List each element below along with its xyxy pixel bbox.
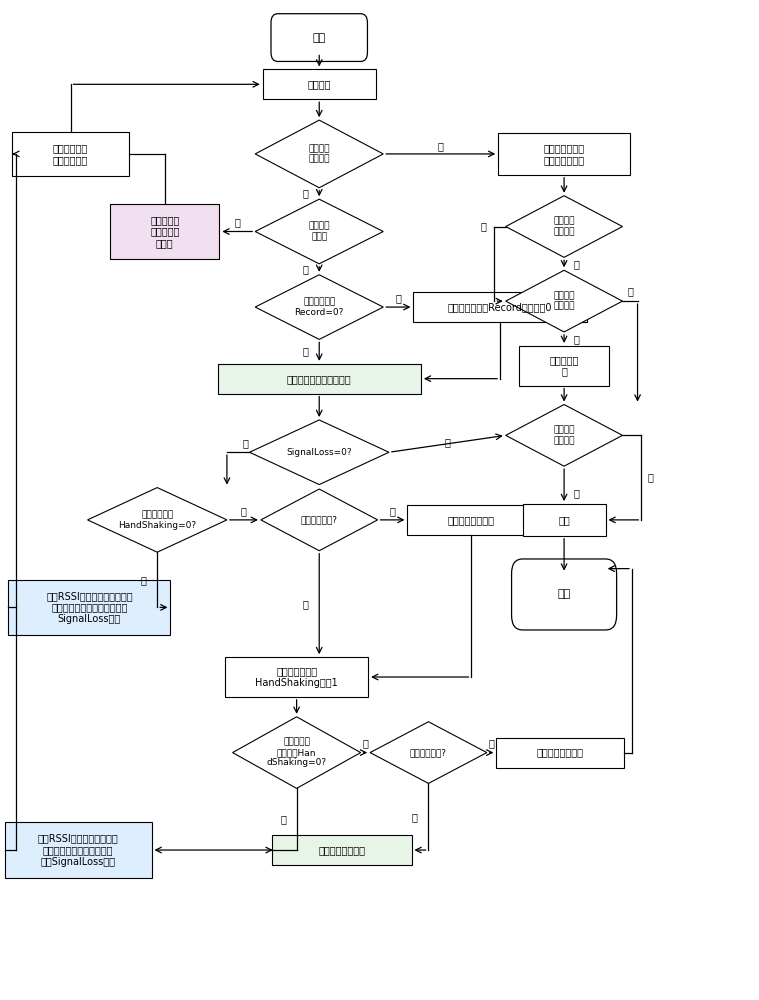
Text: 开始: 开始 bbox=[313, 33, 326, 43]
Text: 是: 是 bbox=[480, 222, 486, 232]
Text: 接收消息: 接收消息 bbox=[307, 79, 331, 89]
Text: 否: 否 bbox=[627, 286, 633, 296]
Bar bbox=[408, 505, 535, 535]
Text: 否: 否 bbox=[140, 575, 146, 585]
Bar bbox=[498, 133, 630, 175]
Text: 否: 否 bbox=[303, 264, 309, 274]
Text: 更新邻居节点列表: 更新邻居节点列表 bbox=[318, 845, 365, 855]
Text: 将分析列表中的Record字段置为0: 将分析列表中的Record字段置为0 bbox=[448, 302, 553, 312]
Text: 重发上次数据消息: 重发上次数据消息 bbox=[537, 748, 584, 758]
Text: 将数据消息发往汇聚节点: 将数据消息发往汇聚节点 bbox=[287, 374, 351, 384]
Text: 重发数据消息?: 重发数据消息? bbox=[301, 515, 338, 524]
Text: 是: 是 bbox=[573, 488, 579, 498]
Text: 是: 是 bbox=[389, 506, 395, 516]
Bar bbox=[5, 822, 152, 878]
Text: 否: 否 bbox=[303, 347, 309, 357]
Text: 重发数据消息?: 重发数据消息? bbox=[410, 748, 447, 757]
Text: 数据消息中的
Record=0?: 数据消息中的 Record=0? bbox=[294, 297, 344, 317]
Text: 否: 否 bbox=[412, 812, 418, 822]
Text: 休眠: 休眠 bbox=[558, 515, 570, 525]
Bar bbox=[110, 204, 219, 259]
Bar bbox=[519, 346, 609, 386]
Text: 否: 否 bbox=[647, 473, 653, 483]
Bar bbox=[12, 132, 129, 176]
Bar bbox=[225, 657, 368, 697]
Text: 继续分析接收
到的其他消息: 继续分析接收 到的其他消息 bbox=[53, 143, 88, 165]
Polygon shape bbox=[255, 275, 383, 339]
Text: 是: 是 bbox=[363, 739, 368, 749]
Polygon shape bbox=[87, 488, 227, 552]
Polygon shape bbox=[505, 196, 622, 257]
Text: 消息是否
接收完毕: 消息是否 接收完毕 bbox=[308, 144, 330, 164]
Text: 是: 是 bbox=[235, 218, 241, 228]
Text: 结束: 结束 bbox=[557, 589, 571, 599]
Text: 否: 否 bbox=[444, 437, 450, 447]
Text: 数据消息中的
HandShaking=0?: 数据消息中的 HandShaking=0? bbox=[118, 510, 197, 530]
Polygon shape bbox=[250, 420, 389, 485]
Bar bbox=[414, 292, 587, 322]
Polygon shape bbox=[505, 405, 622, 466]
Text: 根据RSSI，更新平均信号强度
和门限値，以及分析列表中的
SignalLoss字段: 根据RSSI，更新平均信号强度 和门限値，以及分析列表中的 SignalLoss… bbox=[46, 591, 133, 624]
Text: 是: 是 bbox=[243, 438, 249, 448]
Polygon shape bbox=[505, 270, 622, 332]
Polygon shape bbox=[255, 120, 383, 188]
Text: 否: 否 bbox=[303, 188, 309, 198]
Text: SignalLoss=0?: SignalLoss=0? bbox=[286, 448, 352, 457]
Bar bbox=[523, 504, 606, 536]
Text: 是否处于
工作状态: 是否处于 工作状态 bbox=[553, 217, 575, 236]
Text: 根据RSSI，更新平均信号强
度和门限値，以及分析列表
中的SignalLoss字段: 根据RSSI，更新平均信号强 度和门限値，以及分析列表 中的SignalLoss… bbox=[38, 833, 118, 867]
Bar bbox=[263, 69, 376, 99]
Polygon shape bbox=[261, 489, 378, 551]
Text: 根据分析列表结
果构造数据消息: 根据分析列表结 果构造数据消息 bbox=[543, 143, 584, 165]
Polygon shape bbox=[255, 199, 383, 264]
Text: 是: 是 bbox=[395, 293, 402, 303]
Text: 重发上次数据消息: 重发上次数据消息 bbox=[448, 515, 495, 525]
Text: 判断是否
需要休眠: 判断是否 需要休眠 bbox=[553, 426, 575, 445]
Text: 根据命令消
息进行工作
或休眠: 根据命令消 息进行工作 或休眠 bbox=[150, 215, 179, 248]
Bar bbox=[218, 364, 421, 394]
Text: 发送数据消
息: 发送数据消 息 bbox=[550, 355, 579, 377]
Bar bbox=[272, 835, 411, 865]
Text: 是: 是 bbox=[438, 141, 444, 151]
FancyBboxPatch shape bbox=[512, 559, 616, 630]
Polygon shape bbox=[370, 722, 487, 783]
Text: 否: 否 bbox=[303, 599, 309, 609]
Text: 是: 是 bbox=[241, 506, 247, 516]
Text: 是否为命
令消息: 是否为命 令消息 bbox=[308, 222, 330, 241]
Text: 是: 是 bbox=[489, 739, 495, 749]
Text: 将分析列表中的
HandShaking字段1: 将分析列表中的 HandShaking字段1 bbox=[255, 666, 338, 688]
Text: 否: 否 bbox=[280, 814, 286, 824]
Text: 是: 是 bbox=[573, 334, 579, 344]
Text: 否: 否 bbox=[573, 259, 579, 269]
Bar bbox=[496, 738, 625, 768]
Polygon shape bbox=[232, 717, 361, 788]
Bar bbox=[8, 580, 171, 635]
FancyBboxPatch shape bbox=[271, 14, 367, 61]
Text: 收到的数据
消息中的Han
dShaking=0?: 收到的数据 消息中的Han dShaking=0? bbox=[266, 738, 326, 767]
Text: 判断是否
需要唤醒: 判断是否 需要唤醒 bbox=[553, 291, 575, 311]
